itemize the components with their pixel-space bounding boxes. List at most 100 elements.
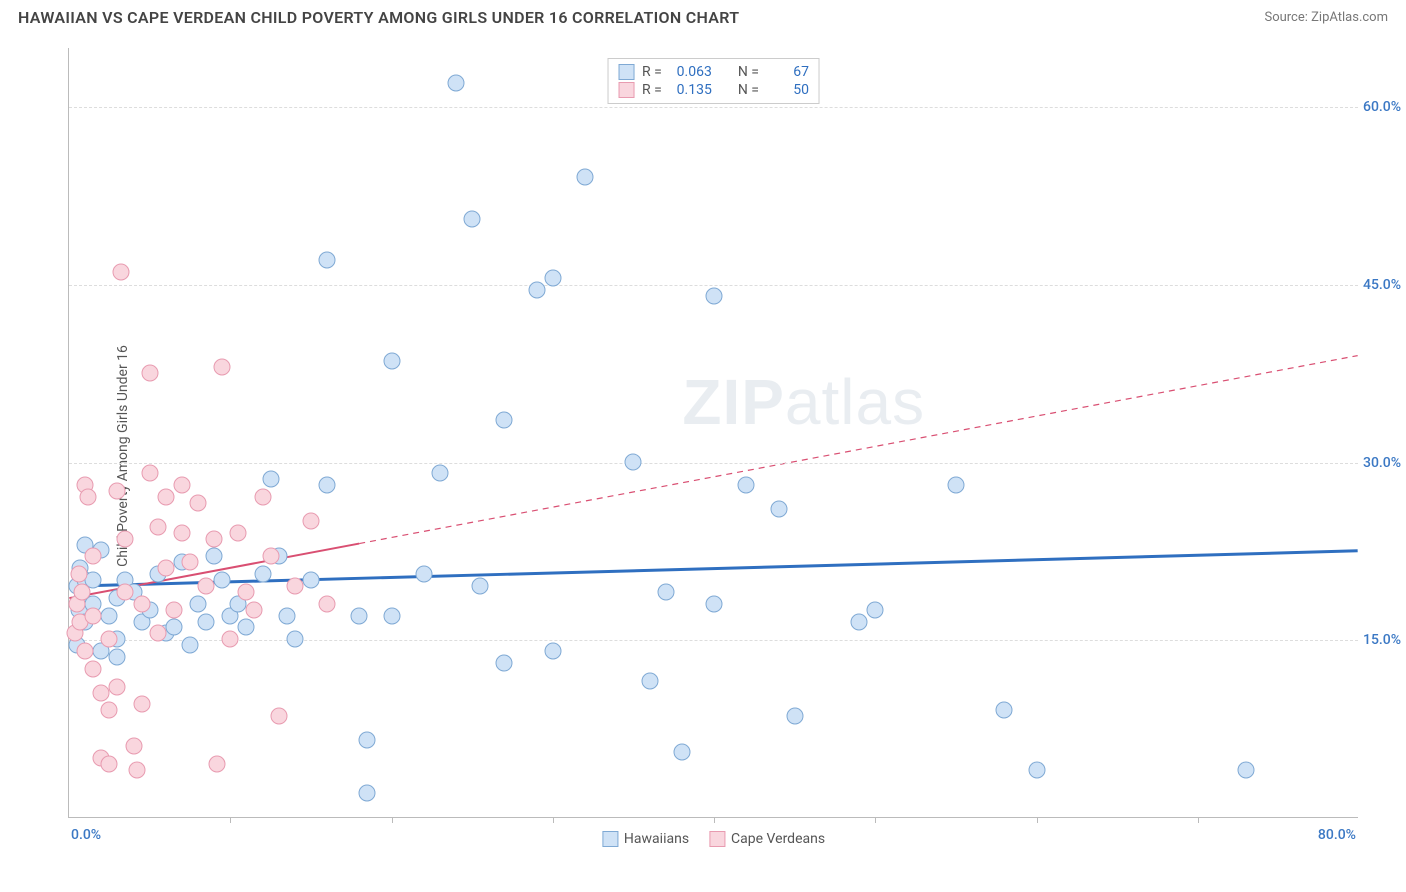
data-point [319, 252, 336, 269]
data-point [1238, 761, 1255, 778]
data-point [198, 613, 215, 630]
data-point [133, 696, 150, 713]
data-point [415, 566, 432, 583]
data-point [165, 619, 182, 636]
legend-swatch [618, 64, 634, 80]
data-point [173, 477, 190, 494]
data-point [214, 358, 231, 375]
plot-area: ZIPatlas R =0.063N =67R =0.135N =50 Hawa… [68, 48, 1358, 818]
data-point [770, 501, 787, 518]
data-point [472, 578, 489, 595]
data-point [125, 737, 142, 754]
data-point [351, 607, 368, 624]
data-point [222, 631, 239, 648]
chart-title: HAWAIIAN VS CAPE VERDEAN CHILD POVERTY A… [18, 8, 739, 27]
data-point [657, 583, 674, 600]
x-tick-label: 80.0% [1318, 827, 1356, 843]
data-point [383, 352, 400, 369]
data-point [641, 672, 658, 689]
data-point [214, 572, 231, 589]
data-point [706, 595, 723, 612]
data-point [383, 607, 400, 624]
data-point [246, 601, 263, 618]
data-point [786, 708, 803, 725]
data-point [198, 578, 215, 595]
data-point [109, 678, 126, 695]
data-point [77, 643, 94, 660]
data-point [209, 755, 226, 772]
data-point [270, 708, 287, 725]
data-point [101, 702, 118, 719]
data-point [1028, 761, 1045, 778]
data-point [141, 465, 158, 482]
gridline [69, 107, 1358, 108]
data-point [101, 755, 118, 772]
data-point [238, 583, 255, 600]
data-point [302, 512, 319, 529]
data-point [85, 607, 102, 624]
data-point [577, 169, 594, 186]
data-point [319, 595, 336, 612]
data-point [206, 530, 223, 547]
data-point [448, 74, 465, 91]
data-point [109, 483, 126, 500]
data-point [262, 548, 279, 565]
data-point [528, 281, 545, 298]
x-tick [1037, 817, 1038, 823]
data-point [867, 601, 884, 618]
chart-container: Child Poverty Among Girls Under 16 ZIPat… [18, 38, 1388, 874]
data-point [128, 761, 145, 778]
x-tick [553, 817, 554, 823]
data-point [70, 566, 87, 583]
source-label: Source: ZipAtlas.com [1264, 10, 1388, 25]
data-point [101, 631, 118, 648]
data-point [851, 613, 868, 630]
data-point [286, 631, 303, 648]
data-point [109, 649, 126, 666]
legend-bottom: Hawaiians Cape Verdeans [602, 831, 825, 847]
data-point [112, 264, 129, 281]
data-point [996, 702, 1013, 719]
trend-lines [69, 48, 1358, 817]
data-point [496, 655, 513, 672]
data-point [157, 489, 174, 506]
legend-label: Hawaiians [624, 831, 689, 847]
data-point [544, 270, 561, 287]
data-point [544, 643, 561, 660]
data-point [319, 477, 336, 494]
data-point [117, 530, 134, 547]
data-point [149, 625, 166, 642]
legend-swatch [602, 831, 618, 847]
gridline [69, 463, 1358, 464]
data-point [625, 453, 642, 470]
data-point [286, 578, 303, 595]
x-tick [230, 817, 231, 823]
data-point [947, 477, 964, 494]
data-point [85, 548, 102, 565]
data-point [706, 287, 723, 304]
legend-swatch [618, 82, 634, 98]
y-tick-label: 15.0% [1363, 632, 1406, 648]
y-tick-label: 30.0% [1363, 455, 1406, 471]
data-point [165, 601, 182, 618]
x-tick [392, 817, 393, 823]
data-point [117, 583, 134, 600]
data-point [190, 595, 207, 612]
data-point [673, 743, 690, 760]
data-point [101, 607, 118, 624]
data-point [93, 684, 110, 701]
legend-item: Cape Verdeans [709, 831, 825, 847]
data-point [157, 560, 174, 577]
data-point [73, 583, 90, 600]
data-point [206, 548, 223, 565]
legend-item: Hawaiians [602, 831, 689, 847]
data-point [133, 595, 150, 612]
x-tick [1198, 817, 1199, 823]
data-point [278, 607, 295, 624]
data-point [238, 619, 255, 636]
data-point [738, 477, 755, 494]
stats-row: R =0.063N =67 [618, 63, 809, 81]
y-tick-label: 60.0% [1363, 99, 1406, 115]
data-point [181, 637, 198, 654]
data-point [190, 495, 207, 512]
